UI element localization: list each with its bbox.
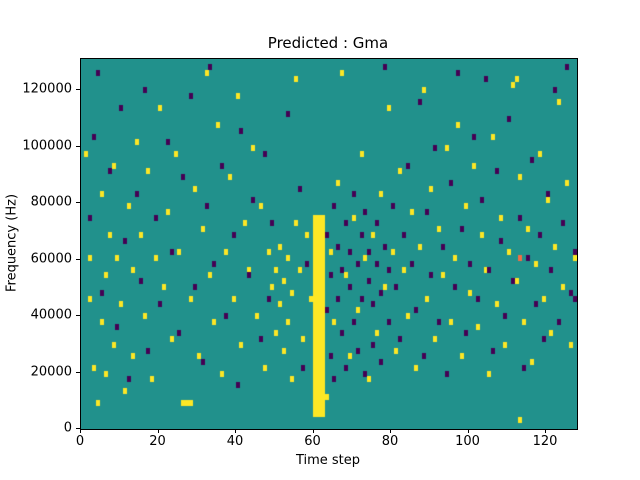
y-tick-label: 80000 [30, 194, 72, 210]
y-tick-mark [76, 258, 80, 260]
x-tick-label: 60 [304, 434, 321, 449]
y-tick-mark [76, 428, 80, 429]
y-tick-label: 120000 [22, 81, 72, 97]
y-tick-mark [76, 202, 80, 204]
y-tick-label: 100000 [22, 138, 72, 154]
x-tick-mark [157, 429, 159, 433]
y-tick-label: 20000 [30, 364, 72, 380]
plot-area [80, 58, 578, 430]
y-axis-label: Frequency (Hz) [4, 193, 20, 293]
x-tick-mark [80, 429, 81, 433]
y-tick-label: 60000 [30, 251, 72, 267]
x-tick-mark [235, 429, 236, 433]
y-tick-label: 0 [63, 420, 72, 436]
x-tick-label: 100 [455, 434, 480, 449]
x-tick-mark [467, 429, 469, 433]
x-tick-label: 40 [226, 434, 244, 449]
heatmap-canvas [81, 59, 577, 429]
y-tick-mark [76, 315, 80, 317]
x-tick-mark [390, 429, 391, 433]
y-tick-label: 40000 [30, 307, 72, 323]
x-tick-label: 80 [381, 434, 399, 449]
x-tick-label: 20 [149, 434, 166, 449]
chart-title: Predicted : Gma [267, 34, 389, 52]
x-tick-label: 120 [532, 434, 558, 449]
x-axis-label: Time step [295, 453, 361, 468]
y-tick-mark [76, 89, 80, 91]
x-tick-mark [312, 429, 314, 433]
x-tick-label: 0 [75, 434, 85, 449]
y-tick-mark [76, 145, 80, 147]
x-tick-mark [545, 429, 546, 433]
y-tick-mark [76, 371, 80, 373]
